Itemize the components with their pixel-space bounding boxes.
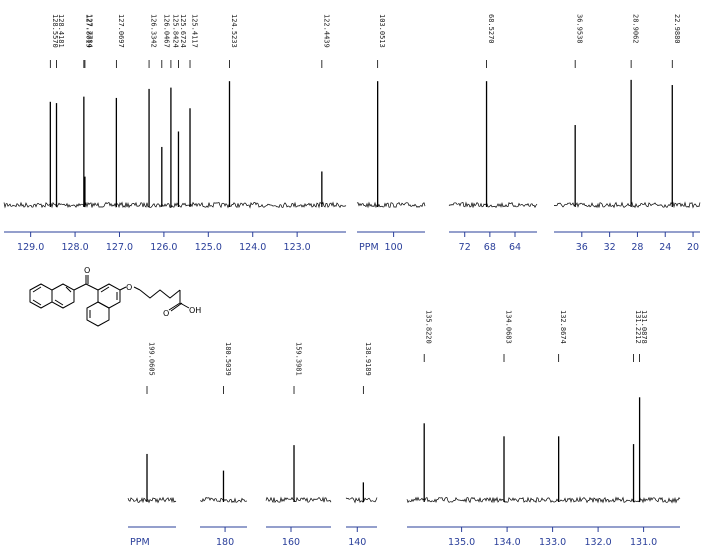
ether-oxygen-label: O xyxy=(126,283,132,292)
x-tick-label: 123.0 xyxy=(284,242,311,253)
x-tick-label: 32 xyxy=(604,242,616,253)
x-tick-label: 124.0 xyxy=(239,242,266,253)
baseline-noise xyxy=(3,201,347,209)
peak-label: 138.9189 xyxy=(364,342,372,376)
molecule-structure xyxy=(29,275,190,327)
baseline-noise xyxy=(127,496,177,504)
acid-oxygen-label: O xyxy=(163,309,169,318)
peak-label: 28.9062 xyxy=(632,14,640,44)
acid-oh-label: OH xyxy=(189,306,201,315)
peak-label: 127.0697 xyxy=(117,14,125,48)
x-tick-label: 64 xyxy=(509,242,521,253)
panel-panel-100: 103.0513 100 PPM xyxy=(356,14,426,253)
peak-label: 180.5039 xyxy=(224,342,232,376)
x-tick-label: 180 xyxy=(216,537,234,548)
x-tick-label: 160 xyxy=(282,537,300,548)
baseline-noise xyxy=(406,496,681,504)
x-axis-title: PPM xyxy=(130,537,150,548)
carbonyl-oxygen-label: O xyxy=(84,266,90,275)
peak-label: 159.3981 xyxy=(295,342,303,376)
x-tick-label: 68 xyxy=(484,242,496,253)
peak-label: 127.7784 xyxy=(85,14,93,48)
peak-label: 125.8424 xyxy=(171,14,179,48)
x-tick-label: 135.0 xyxy=(448,537,475,548)
x-tick-label: 140 xyxy=(348,537,366,548)
peak-label: 135.8220 xyxy=(425,310,433,344)
peak-label: 122.4439 xyxy=(322,14,330,48)
peak-label: 36.9538 xyxy=(576,14,584,44)
x-tick-label: 132.0 xyxy=(584,537,611,548)
x-tick-label: 20 xyxy=(687,242,699,253)
peak-label: 131.2212 xyxy=(634,310,642,344)
panel-panel-139: 138.9189 140 xyxy=(345,342,378,548)
peak-label: 124.5233 xyxy=(230,14,238,48)
peak-label: 103.0513 xyxy=(378,14,386,48)
x-axis-title: PPM xyxy=(359,242,379,253)
baseline-noise xyxy=(345,496,378,504)
x-tick-label: 131.0 xyxy=(630,537,657,548)
peak-label: 199.0605 xyxy=(148,342,156,376)
x-tick-label: 134.0 xyxy=(493,537,520,548)
panel-panel-68: 68.5270 72 68 64 xyxy=(448,14,538,253)
x-tick-label: 127.0 xyxy=(106,242,133,253)
peak-label: 131.0878 xyxy=(640,310,648,344)
peak-label: 126.0467 xyxy=(162,14,170,48)
baseline-noise xyxy=(356,201,426,209)
panel-panel-199: 199.0605 PPM xyxy=(127,342,177,548)
peak-label: 127.8019 xyxy=(84,14,92,48)
peak-label: 128.4181 xyxy=(57,14,65,48)
peak-label: 22.9880 xyxy=(673,14,681,44)
x-tick-label: 36 xyxy=(576,242,588,253)
x-tick-label: 128.0 xyxy=(61,242,88,253)
peak-label: 125.4117 xyxy=(191,14,199,48)
peak-label: 128.5570 xyxy=(51,14,59,48)
baseline-noise xyxy=(448,201,538,208)
x-tick-label: 125.0 xyxy=(195,242,222,253)
x-tick-label: 129.0 xyxy=(17,242,44,253)
peak-label: 68.5270 xyxy=(487,14,495,44)
peak-label: 126.3342 xyxy=(150,14,158,48)
baseline-noise xyxy=(553,201,701,209)
baseline-noise xyxy=(265,496,332,504)
panel-aromatic-lower: 135.8220 134.0683 132.8674 131.2212131.0878… xyxy=(406,310,681,548)
panel-panel-aliphatic: 36.9538 28.9062 22.9880 36 32 28 24 20 xyxy=(553,14,701,253)
panel-panel-180: 180.5039 180 xyxy=(199,342,248,548)
x-tick-label: 72 xyxy=(459,242,471,253)
panel-panel-160: 159.3981 160 xyxy=(265,342,332,548)
peak-label: 132.8674 xyxy=(559,310,567,344)
x-tick-label: 28 xyxy=(631,242,643,253)
peak-label: 134.0683 xyxy=(505,310,513,344)
x-tick-label: 100 xyxy=(385,242,403,253)
x-tick-label: 24 xyxy=(659,242,671,253)
x-tick-label: 126.0 xyxy=(150,242,177,253)
peak-label: 125.6724 xyxy=(179,14,187,48)
x-tick-label: 133.0 xyxy=(539,537,566,548)
